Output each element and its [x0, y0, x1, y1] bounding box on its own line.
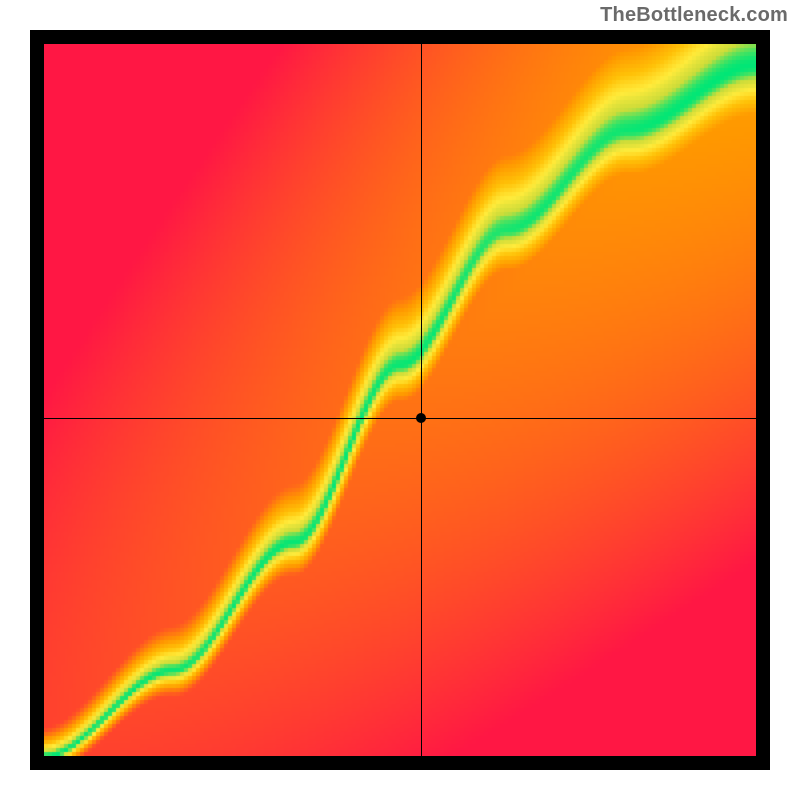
crosshair-vertical: [421, 44, 422, 756]
container: TheBottleneck.com: [0, 0, 800, 800]
heatmap-canvas: [44, 44, 756, 756]
watermark-text: TheBottleneck.com: [600, 4, 788, 27]
data-point-marker: [416, 413, 426, 423]
plot-area: [30, 30, 770, 770]
crosshair-horizontal: [44, 418, 756, 419]
